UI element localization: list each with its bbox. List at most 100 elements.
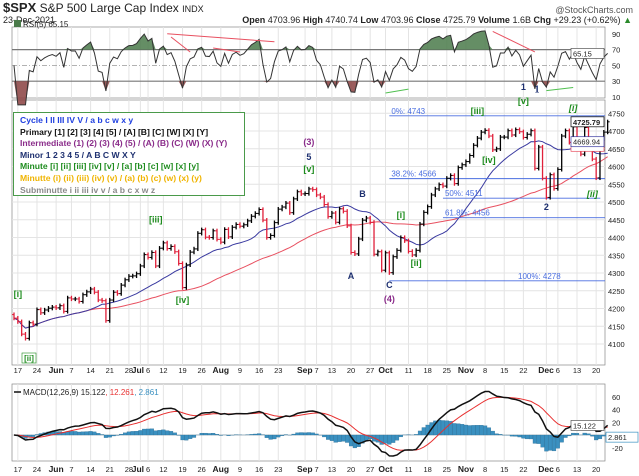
macd-histogram-bar — [73, 431, 78, 436]
macd-histogram-bar — [314, 433, 319, 436]
macd-histogram-bar — [333, 434, 338, 443]
macd-histogram-bar — [130, 431, 135, 436]
macd-tick-label: 60 — [612, 393, 620, 402]
macd-histogram-bar — [597, 434, 603, 440]
wave-label: [ii] — [411, 258, 422, 268]
macd-histogram-bar — [479, 425, 484, 436]
x-tick-label: 11 — [405, 366, 413, 375]
macd-tick-label: 20 — [612, 418, 620, 427]
x-tick-label: 20 — [592, 366, 600, 375]
x-tick-label: 18 — [423, 465, 431, 474]
macd-histogram-bar — [107, 434, 112, 438]
price-tick-label: 4350 — [608, 251, 625, 260]
macd-histogram-bar — [103, 434, 108, 438]
x-tick-label: 6 — [146, 465, 150, 474]
macd-histogram-bar — [559, 434, 564, 443]
x-tick-label: 19 — [178, 465, 186, 474]
rsi-overbought-fill — [14, 30, 608, 50]
up-arrow-icon: ▲ — [623, 15, 632, 25]
hist-last-value: 2.861 — [608, 433, 627, 442]
macd-histogram-bar — [475, 425, 480, 436]
price-tick-label: 4550 — [608, 180, 625, 189]
hist-last-box — [605, 431, 639, 443]
wave-label: 2 — [544, 202, 549, 212]
macd-histogram-bar — [383, 434, 388, 444]
x-tick-label: 13 — [328, 366, 336, 375]
price-tick-label: 4600 — [608, 163, 625, 172]
macd-histogram-bar — [84, 431, 89, 436]
x-tick-label: 26 — [197, 465, 205, 474]
macd-histogram-bar — [467, 425, 472, 436]
wave-label: 5 — [306, 152, 311, 162]
macd-histogram-bar — [180, 434, 185, 441]
macd-histogram-bar — [310, 432, 315, 436]
rsi-trendline — [492, 30, 536, 53]
legend-entry: Cycle I II III IV V / a b c w x y — [20, 115, 134, 125]
x-tick-label: 27 — [366, 366, 374, 375]
wave-label: A — [348, 271, 355, 281]
macd-histogram-bar — [291, 433, 296, 436]
rsi-tick-label: 50 — [612, 61, 620, 70]
macd-tick-label: -20 — [612, 444, 623, 453]
x-tick-label: 7 — [314, 465, 318, 474]
macd-histogram-bar — [214, 434, 220, 436]
macd-histogram-bar — [414, 434, 419, 436]
rsi-wave-label: 1 — [535, 85, 540, 96]
wave-label: [iii] — [149, 214, 163, 224]
price-tick-label: 4150 — [608, 322, 625, 331]
index-name: S&P 500 Large Cap Index — [39, 1, 179, 15]
x-tick-label: 14 — [86, 366, 94, 375]
macd-histogram-bar — [77, 431, 82, 436]
macd-histogram-bar — [145, 428, 151, 436]
x-tick-label: Dec — [538, 464, 554, 474]
x-tick-label: 28 — [125, 465, 133, 474]
x-tick-label: Jun — [49, 464, 64, 474]
x-tick-label: Sep — [297, 464, 313, 474]
macd-histogram-bar — [483, 425, 488, 436]
x-tick-label: 15 — [500, 366, 508, 375]
price-tick-label: 4100 — [608, 340, 625, 349]
macd-histogram-bar — [567, 434, 572, 437]
macd-histogram-bar — [341, 434, 346, 442]
macd-histogram-bar — [452, 423, 457, 436]
volume-label: Volume — [478, 15, 510, 25]
macd-histogram-bar — [168, 431, 174, 436]
macd-histogram-bar — [521, 434, 526, 439]
wave-label: [i] — [568, 103, 578, 113]
legend-entry: Intermediate (1) (2) (3) (4) (5) / (A) (… — [20, 138, 228, 149]
x-tick-label: 7 — [69, 366, 73, 375]
rsi-last-box — [570, 48, 605, 59]
quote-summary: Open 4703.96 High 4740.74 Low 4703.96 Cl… — [242, 15, 632, 25]
macd-histogram-bar — [345, 434, 350, 443]
macd-line — [13, 390, 609, 457]
rsi-trendline — [167, 33, 275, 43]
x-tick-label: 28 — [125, 366, 133, 375]
macd-histogram-bar — [509, 434, 514, 437]
rsi-trendline — [170, 36, 191, 53]
wave-label: [v] — [303, 164, 314, 174]
legend-entry: Primary [1] [2] [3] [4] [5] / [A] [B] [C… — [20, 126, 209, 137]
x-tick-label: 21 — [106, 465, 114, 474]
high-label: High — [302, 15, 323, 25]
macd-histogram-bar — [337, 434, 342, 442]
macd-title: MACD(12,26,9) 15.122, 12.261, 2.861 — [23, 388, 159, 397]
x-tick-label: 22 — [519, 366, 527, 375]
x-tick-label: 6 — [556, 366, 560, 375]
axis-wave-label: [ii] — [24, 354, 34, 363]
sma-short-last-value: 4669.94 — [573, 138, 600, 147]
macd-histogram-bar — [119, 433, 124, 436]
wave-label: [i] — [397, 210, 406, 220]
x-tick-label: 23 — [274, 366, 282, 375]
x-tick-label: 25 — [443, 465, 451, 474]
x-tick-label: 16 — [255, 366, 263, 375]
x-tick-label: 25 — [443, 366, 451, 375]
x-tick-label: 24 — [33, 366, 41, 375]
x-tick-label: 27 — [366, 465, 374, 474]
macd-histogram-bar — [544, 434, 549, 452]
x-tick-label: 12 — [159, 465, 167, 474]
wave-label: [i] — [14, 289, 23, 299]
open-label: Open — [242, 15, 266, 25]
x-tick-label: 21 — [106, 366, 114, 375]
macd-histogram-bar — [123, 432, 128, 436]
